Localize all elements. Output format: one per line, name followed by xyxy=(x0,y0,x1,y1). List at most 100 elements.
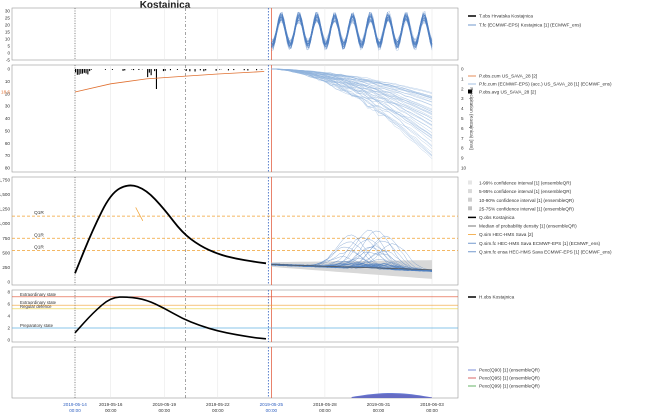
precip-obs-bar xyxy=(90,69,92,70)
precip-obs-bar xyxy=(150,69,152,76)
precip-ensemble-line xyxy=(271,68,433,99)
precip-obs-bar xyxy=(155,69,157,89)
precip-obs-bar xyxy=(261,69,263,70)
y-tick-label: 20 xyxy=(5,22,11,27)
precip-obs-bar xyxy=(124,69,126,71)
y-tick-label: 70 xyxy=(5,153,11,158)
y-tick-label: -5 xyxy=(6,58,11,63)
legend-label: 25-75% confidence interval [1] (ensemble… xyxy=(479,206,574,211)
y-tick-label: 5 xyxy=(7,43,10,48)
y2-tick-label: 5 xyxy=(461,116,464,121)
precip-obs-bar xyxy=(199,69,201,71)
precip-obs-bar xyxy=(243,69,245,71)
threshold-label: Q1R xyxy=(34,210,44,216)
x-tick-date: 2019-05-19 xyxy=(153,402,177,407)
discharge-obs-line xyxy=(74,184,267,274)
y2-tick-label: 10 xyxy=(461,166,467,171)
legend-swatch xyxy=(468,189,472,194)
legend-label: Median of probability density [1] (ensem… xyxy=(479,224,577,229)
precip-obs-bar xyxy=(75,69,77,73)
precipitation-panel xyxy=(11,64,459,173)
temp-ensemble-line xyxy=(271,19,433,47)
x-tick-time: 00:00 xyxy=(212,408,224,413)
threshold-label: Q1R xyxy=(34,245,44,251)
threshold-label: Extraordinary state xyxy=(20,292,57,297)
precip-obs-bar xyxy=(80,69,82,74)
threshold-label: Regular defence xyxy=(20,304,52,309)
precip-obs-bar xyxy=(189,69,191,72)
precip-obs-bar xyxy=(219,69,221,70)
x-tick-time: 00:00 xyxy=(69,408,81,413)
precip-ensemble-line xyxy=(271,68,433,159)
y-tick-label: 4 xyxy=(7,314,10,319)
precip-obs-bar xyxy=(83,69,85,73)
y-tick-label: 10 xyxy=(5,79,11,84)
precip-obs-bar xyxy=(122,69,124,71)
y-tick-label: 500 xyxy=(2,250,10,255)
x-tick-time: 00:00 xyxy=(105,408,117,413)
y2-tick-label: 0 xyxy=(461,67,464,72)
x-tick-time: 00:00 xyxy=(159,408,171,413)
y-tick-label: 30 xyxy=(5,104,11,109)
temp-ensemble-line xyxy=(271,14,433,50)
precip-obs-bar xyxy=(154,69,156,72)
y2-tick-label: 7 xyxy=(461,136,464,141)
x-tick-date: 2019-05-28 xyxy=(313,402,337,407)
precip-obs-bar xyxy=(203,69,205,72)
precip-obs-cum-line xyxy=(74,71,265,93)
y-tick-label: 0 xyxy=(7,280,10,285)
exceedance-area xyxy=(351,393,432,398)
legend-label: Pexc(Q95) [1] (ensembleQR) xyxy=(479,376,540,381)
y2-tick-label: 8 xyxy=(461,146,464,151)
discharge-ensemble-line xyxy=(271,250,433,272)
precip-obs-bar xyxy=(247,69,249,71)
legend-swatch xyxy=(468,89,472,94)
legend-label: 1-99% confidence interval [1] (ensembleQ… xyxy=(479,181,572,186)
legend-label: H.obs Kostajnica xyxy=(479,295,515,300)
legend-swatch xyxy=(468,206,472,211)
y2-axis-label: Precipitation (Kostajnica) [mm] xyxy=(469,87,474,149)
legend-label: Pexc(Q99) [1] (ensembleQR) xyxy=(479,384,540,389)
y2-tick-label: 1 xyxy=(461,76,464,81)
y-tick-label: 15 xyxy=(5,29,11,34)
x-tick-date: 2019-05-16 xyxy=(99,402,123,407)
y2-tick-label: 3 xyxy=(461,96,464,101)
legend-label: 10-90% confidence interval [1] (ensemble… xyxy=(479,198,574,203)
precip-obs-bar xyxy=(78,69,80,75)
y-tick-label: 60 xyxy=(5,141,11,146)
y-tick-label: 750 xyxy=(2,236,10,241)
precip-obs-bar xyxy=(148,69,150,73)
y-tick-label: 0 xyxy=(7,67,10,72)
discharge-sim-line xyxy=(135,207,144,221)
precip-obs-bar xyxy=(185,69,187,71)
precip-obs-bar xyxy=(164,69,166,71)
precip-obs-bar xyxy=(104,69,106,70)
threshold-label: Extraordinary state xyxy=(20,300,57,305)
precip-obs-bar xyxy=(233,69,235,71)
y2-tick-label: 6 xyxy=(461,126,464,131)
y-tick-label: 10 xyxy=(5,36,11,41)
precip-obs-bar xyxy=(85,69,87,74)
precip-obs-bar xyxy=(89,69,91,72)
y-tick-label: 1,750 xyxy=(0,178,10,183)
y-tick-label: 1,500 xyxy=(0,192,10,197)
discharge-median-line xyxy=(271,264,433,271)
threshold-label: Q1R xyxy=(34,232,44,238)
y2-tick-label: 2 xyxy=(461,86,464,91)
legend-label: T.obs Hrvatska Kostajnica xyxy=(479,14,533,19)
y2-tick-label: 4 xyxy=(461,106,464,111)
y2-tick-label: 9 xyxy=(461,156,464,161)
y-tick-label: 8 xyxy=(7,290,10,295)
precip-obs-bar xyxy=(76,69,78,75)
y-tick-label: 80 xyxy=(5,166,11,171)
y-tick-label: 1,000 xyxy=(0,221,10,226)
precip-ensemble-line xyxy=(271,68,433,139)
water-level-obs-line xyxy=(74,296,267,340)
x-tick-date: 2019-05-14 xyxy=(63,402,87,407)
legend-label: Q.obs Kostajnica xyxy=(479,215,515,220)
precip-obs-bar xyxy=(169,69,171,71)
legend-label: P.obs.cum US_SAVA_28 [2] xyxy=(479,74,537,79)
y-tick-label: 25 xyxy=(5,15,11,20)
precip-obs-bar xyxy=(205,69,207,71)
